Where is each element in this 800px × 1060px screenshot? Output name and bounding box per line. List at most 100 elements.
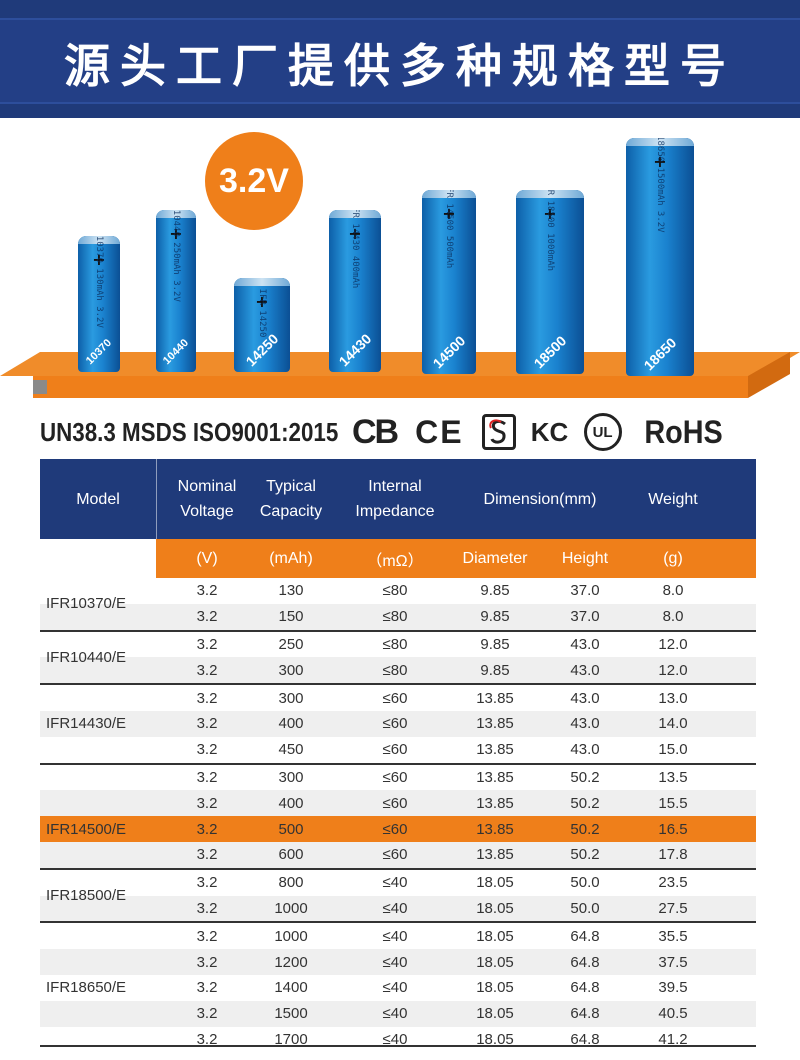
unit-capacity: (mAh) bbox=[269, 549, 313, 567]
battery-10440: + IFR 10440 250mAh 3.2V 10440 bbox=[156, 210, 196, 372]
cell-impedance: ≤80 bbox=[382, 582, 408, 600]
plus-icon: + bbox=[92, 250, 106, 269]
cell-weight: 12.0 bbox=[658, 635, 688, 653]
cell-weight: 14.0 bbox=[658, 715, 688, 733]
table-row: 3.2 500 ≤60 13.85 50.2 16.5 bbox=[40, 816, 756, 842]
orange-shelf bbox=[0, 352, 800, 398]
cell-weight: 15.5 bbox=[658, 794, 688, 812]
cell-weight: 41.2 bbox=[658, 1030, 688, 1048]
header-weight: Weight bbox=[648, 490, 698, 508]
table-row: 3.2 800 ≤40 18.05 50.0 23.5 bbox=[40, 870, 756, 896]
voltage-badge: 3.2V bbox=[205, 132, 303, 230]
cell-diameter: 9.85 bbox=[480, 635, 510, 653]
cell-impedance: ≤40 bbox=[382, 1005, 408, 1023]
cell-diameter: 18.05 bbox=[476, 1005, 514, 1023]
battery-label: 14430 bbox=[335, 330, 375, 370]
cell-impedance: ≤80 bbox=[382, 608, 408, 626]
rohs-mark-icon: RoHS bbox=[643, 413, 723, 450]
cell-impedance: ≤80 bbox=[382, 635, 408, 653]
table-units-row: (V) (mAh) （mΩ） Diameter Height (g) bbox=[40, 539, 756, 578]
cell-diameter: 18.05 bbox=[476, 927, 514, 945]
cell-capacity: 250 bbox=[278, 635, 304, 653]
cell-capacity: 1000 bbox=[274, 927, 308, 945]
cell-weight: 37.5 bbox=[658, 953, 688, 971]
cell-diameter: 18.05 bbox=[476, 979, 514, 997]
table-header: Model Nominal Voltage Typical Capacity Int… bbox=[40, 459, 756, 539]
cell-voltage: 3.2 bbox=[196, 715, 218, 733]
cell-weight: 23.5 bbox=[658, 874, 688, 892]
battery-cap bbox=[78, 236, 120, 244]
cell-diameter: 13.85 bbox=[476, 768, 514, 786]
cell-impedance: ≤40 bbox=[382, 899, 408, 917]
title-banner-band bbox=[0, 18, 800, 104]
certification-marks: CB CE KC UL RoHS bbox=[352, 410, 745, 454]
cell-height: 43.0 bbox=[570, 715, 600, 733]
unit-weight: (g) bbox=[663, 549, 683, 567]
battery-print: IFR 10370 130mAh 3.2V bbox=[94, 236, 104, 328]
table-row: 3.2 1000 ≤40 18.05 64.8 35.5 bbox=[40, 923, 756, 949]
cell-diameter: 18.05 bbox=[476, 874, 514, 892]
cell-impedance: ≤60 bbox=[382, 846, 408, 864]
header-model: Model bbox=[76, 490, 120, 508]
cell-voltage: 3.2 bbox=[196, 608, 218, 626]
cell-height: 43.0 bbox=[570, 661, 600, 679]
cell-weight: 39.5 bbox=[658, 979, 688, 997]
plus-icon: + bbox=[653, 152, 667, 171]
cell-impedance: ≤60 bbox=[382, 741, 408, 759]
cell-impedance: ≤80 bbox=[382, 661, 408, 679]
unit-voltage: (V) bbox=[196, 549, 218, 567]
cell-capacity: 130 bbox=[278, 582, 304, 600]
cell-height: 50.0 bbox=[570, 874, 600, 892]
cell-height: 43.0 bbox=[570, 741, 600, 759]
battery-cap bbox=[516, 190, 584, 198]
cell-diameter: 13.85 bbox=[476, 689, 514, 707]
cell-voltage: 3.2 bbox=[196, 635, 218, 653]
model-name: IFR14500/E bbox=[46, 820, 127, 838]
cell-capacity: 150 bbox=[278, 608, 304, 626]
model-name: IFR10440/E bbox=[46, 648, 127, 666]
cell-capacity: 300 bbox=[278, 689, 304, 707]
plus-icon: + bbox=[255, 292, 269, 311]
unit-diameter: Diameter bbox=[462, 549, 528, 567]
cell-weight: 17.8 bbox=[658, 846, 688, 864]
header-voltage: Nominal Voltage bbox=[177, 478, 237, 520]
cell-capacity: 1400 bbox=[274, 979, 308, 997]
cell-voltage: 3.2 bbox=[196, 661, 218, 679]
cell-diameter: 9.85 bbox=[480, 661, 510, 679]
cell-capacity: 800 bbox=[278, 874, 304, 892]
cell-voltage: 3.2 bbox=[196, 927, 218, 945]
cell-voltage: 3.2 bbox=[196, 1030, 218, 1048]
cell-impedance: ≤40 bbox=[382, 927, 408, 945]
battery-label: 14500 bbox=[429, 332, 469, 372]
cell-height: 64.8 bbox=[570, 1030, 600, 1048]
cell-height: 37.0 bbox=[570, 582, 600, 600]
table-body: 3.2 130 ≤80 9.85 37.0 8.0 3.2 150 ≤80 9.85 37.0 8.0… bbox=[40, 578, 756, 1052]
cell-diameter: 13.85 bbox=[476, 741, 514, 759]
cell-height: 50.2 bbox=[570, 794, 600, 812]
table-row: 3.2 1500 ≤40 18.05 64.8 40.5 bbox=[40, 1000, 756, 1027]
table-row: 3.2 1700 ≤40 18.05 64.8 41.2 bbox=[40, 1027, 756, 1053]
cell-height: 43.0 bbox=[570, 689, 600, 707]
cell-diameter: 9.85 bbox=[480, 608, 510, 626]
model-group: 3.2 1000 ≤40 18.05 64.8 35.5 3.2 1200 ≤40 18.05 64… bbox=[40, 921, 756, 1052]
ul-mark-icon: UL bbox=[583, 413, 622, 451]
model-group: 3.2 250 ≤80 9.85 43.0 12.0 3.2 300 ≤80 9.85 43.0 12… bbox=[40, 629, 756, 684]
cell-impedance: ≤60 bbox=[382, 820, 408, 838]
battery-cap bbox=[329, 210, 381, 218]
cell-weight: 35.5 bbox=[658, 927, 688, 945]
cell-capacity: 400 bbox=[278, 794, 304, 812]
cell-height: 50.2 bbox=[570, 846, 600, 864]
unit-impedance: （mΩ） bbox=[366, 552, 424, 570]
table-row: 3.2 150 ≤80 9.85 37.0 8.0 bbox=[40, 603, 756, 630]
table-row: 3.2 450 ≤60 13.85 43.0 15.0 bbox=[40, 737, 756, 763]
cell-weight: 8.0 bbox=[662, 582, 684, 600]
cell-voltage: 3.2 bbox=[196, 953, 218, 971]
certification-text: UN38.3 MSDS ISO9001:2015 bbox=[40, 416, 339, 447]
cell-capacity: 500 bbox=[278, 820, 304, 838]
cell-voltage: 3.2 bbox=[196, 899, 218, 917]
table-row: 3.2 300 ≤80 9.85 43.0 12.0 bbox=[40, 657, 756, 684]
cell-voltage: 3.2 bbox=[196, 794, 218, 812]
cell-height: 64.8 bbox=[570, 953, 600, 971]
table-row: 3.2 1000 ≤40 18.05 50.0 27.5 bbox=[40, 895, 756, 922]
cell-impedance: ≤60 bbox=[382, 689, 408, 707]
